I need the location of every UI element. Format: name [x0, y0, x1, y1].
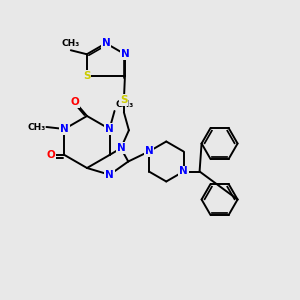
Text: CH₃: CH₃ — [116, 100, 134, 109]
Text: N: N — [60, 124, 69, 134]
Text: O: O — [70, 97, 80, 107]
Text: N: N — [105, 124, 114, 134]
Text: N: N — [145, 146, 153, 157]
Text: N: N — [105, 170, 114, 180]
Text: N: N — [179, 167, 188, 176]
Text: CH₃: CH₃ — [62, 39, 80, 48]
Text: O: O — [46, 150, 55, 160]
Text: S: S — [83, 71, 91, 81]
Text: S: S — [120, 95, 127, 105]
Text: CH₃: CH₃ — [27, 122, 46, 131]
Text: N: N — [116, 143, 125, 153]
Text: N: N — [121, 49, 129, 59]
Text: N: N — [101, 38, 110, 48]
